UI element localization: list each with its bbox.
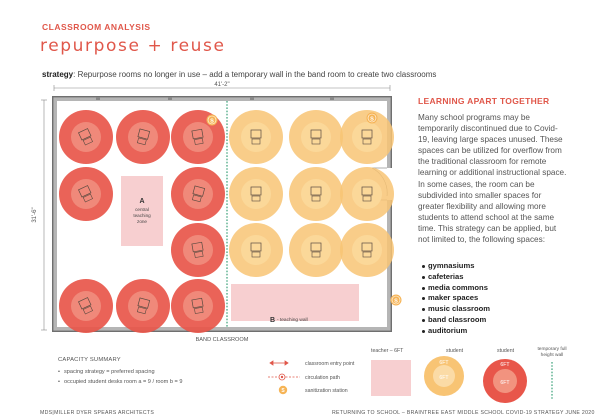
sanitization-station-1: S: [206, 114, 218, 126]
zone-a-letter: A: [139, 198, 144, 205]
student-desk-zone: [229, 223, 283, 277]
student-desk-zone: [229, 167, 283, 221]
student-desk-zone: [229, 110, 283, 164]
zone-a-label-1: central: [135, 207, 149, 212]
width-dimension: [53, 85, 391, 91]
legend-teacher-label: teacher – 6FT: [371, 348, 404, 354]
student-desk-zone: [59, 167, 113, 221]
student-desk-zone: [59, 110, 113, 164]
section-kicker: CLASSROOM ANALYSIS: [42, 22, 151, 32]
legend-student-red: [483, 359, 527, 403]
student-desk-zone: [340, 167, 394, 221]
svg-text:S: S: [394, 298, 398, 304]
list-item: cafeterias: [421, 272, 490, 283]
student-desk-zone: [59, 279, 113, 333]
list-item: media commons: [421, 283, 490, 294]
legend-sanitization: sanitization station: [305, 388, 348, 394]
zone-a-label-2: teaching: [133, 213, 151, 218]
width-dimension-label: 41'-2": [214, 82, 229, 88]
zone-b-teaching-wall-area: [231, 284, 359, 321]
legend-student-b-ft-2: 6FT: [500, 380, 510, 386]
capacity-item: spacing strategy = preferred spacing: [58, 368, 182, 378]
list-item: auditorium: [421, 326, 490, 337]
student-desks: [59, 110, 394, 333]
list-item: gymnasiums: [421, 261, 490, 272]
footer-left: MDS|MILLER DYER SPEARS ARCHITECTS: [40, 410, 155, 416]
sanitization-station-2: S: [366, 112, 378, 124]
student-desk-zone: [116, 279, 170, 333]
capacity-list: spacing strategy = preferred spacing occ…: [58, 368, 182, 387]
student-desk-zone: [116, 110, 170, 164]
student-desk-zone: [289, 110, 343, 164]
spaces-list: gymnasiums cafeterias media commons make…: [421, 261, 491, 337]
legend: classroom entry point circulation path S…: [268, 346, 567, 403]
strategy-text: : Repurpose rooms no longer in use – add…: [73, 70, 437, 79]
legend-student-ft-1: 6FT: [439, 360, 449, 366]
list-item: music classroom: [421, 304, 491, 314]
sidebar-body: Many school programs may be temporarily …: [418, 113, 567, 245]
student-desk-zone: [289, 223, 343, 277]
list-item: band classroom: [421, 315, 490, 326]
student-desk-zone: [171, 279, 225, 333]
capacity-heading: CAPACITY SUMMARY: [58, 357, 121, 363]
legend-entry-point: classroom entry point: [305, 361, 355, 367]
height-dimension: [41, 99, 47, 331]
svg-text:S: S: [210, 118, 214, 124]
legend-circulation: circulation path: [305, 375, 340, 381]
strategy-line: strategy: Repurpose rooms no longer in u…: [42, 70, 436, 79]
sidebar-heading: LEARNING APART TOGETHER: [418, 96, 550, 106]
student-desk-zone: [340, 110, 394, 164]
student-desk-zone: [340, 223, 394, 277]
legend-student-label: student: [446, 348, 464, 354]
student-desk-zone: [289, 167, 343, 221]
page-title: repurpose + reuse: [40, 36, 226, 56]
sanitization-station-3: S: [390, 294, 402, 306]
zone-b-letter: B: [270, 317, 275, 324]
legend-student-ft-2: 6FT: [439, 375, 449, 381]
zone-a-teaching-area: [121, 176, 163, 246]
window-marks: [96, 97, 334, 100]
strategy-label: strategy: [42, 70, 74, 79]
capacity-item: occupied student desks room a = 9 / room…: [58, 378, 182, 388]
student-desk-zone: [171, 223, 225, 277]
legend-temp-wall-line2: height wall: [541, 352, 564, 358]
circulation-path-icon: [268, 373, 300, 381]
room-label: BAND CLASSROOM: [196, 337, 249, 343]
footer-right: RETURNING TO SCHOOL – BRAINTREE EAST MID…: [332, 410, 595, 416]
legend-student-yellow: [424, 356, 464, 396]
height-dimension-label: 31'-6": [32, 207, 38, 222]
entry-point-icon: [269, 360, 289, 366]
svg-text:S: S: [281, 388, 285, 394]
sanitization-legend-icon: S: [278, 385, 288, 395]
legend-student-b-label: student: [497, 348, 515, 354]
list-item: maker spaces: [421, 293, 490, 304]
zone-b-label: - teaching wall: [277, 317, 308, 323]
student-desk-zone: [171, 167, 225, 221]
legend-temp-wall-line1: temporary full: [537, 346, 566, 352]
legend-teacher-swatch: [371, 360, 411, 396]
zone-a-label-3: zone: [137, 219, 147, 224]
svg-text:S: S: [370, 116, 374, 122]
legend-student-b-ft-1: 6FT: [500, 362, 510, 368]
